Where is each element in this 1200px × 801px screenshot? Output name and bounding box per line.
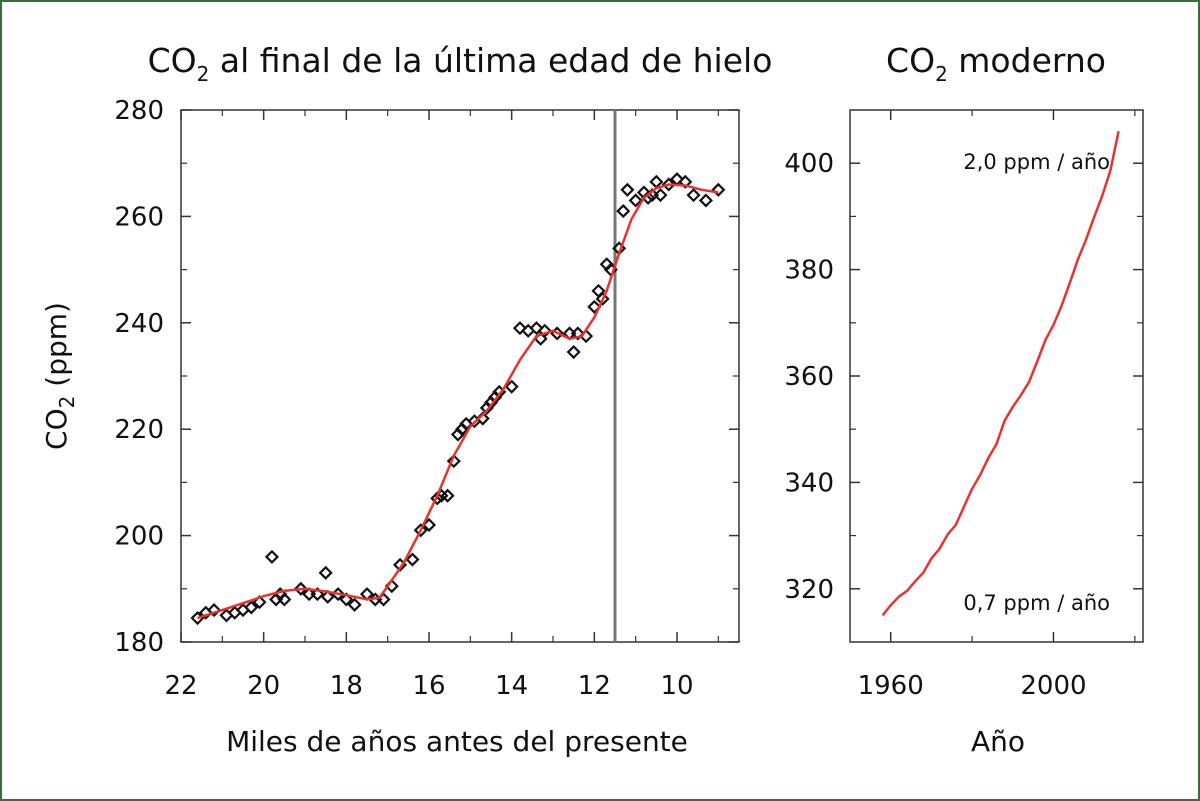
y-tick-label: 200 xyxy=(114,522,164,552)
data-point xyxy=(686,188,701,203)
x-tick-label: 14 xyxy=(495,671,528,701)
x-tick-label: 22 xyxy=(164,671,197,701)
x-tick-label: 12 xyxy=(578,671,611,701)
data-point xyxy=(678,174,693,189)
data-point xyxy=(628,193,643,208)
ice-age-fit-curve xyxy=(197,183,719,620)
data-point xyxy=(207,603,222,618)
data-point xyxy=(653,188,668,203)
ice-age-x-axis-label: Miles de años antes del presente xyxy=(226,725,688,758)
data-point xyxy=(318,565,333,580)
modern-tick-labels: 1960 2000 320 340 360 380 400 xyxy=(784,149,1086,701)
data-point xyxy=(512,321,527,336)
modern-ticks xyxy=(850,110,1143,642)
data-point xyxy=(595,291,610,306)
annotation-early-rate: 0,7 ppm / año xyxy=(963,591,1110,615)
data-point xyxy=(405,552,420,567)
y-tick-label: 320 xyxy=(784,575,834,605)
y-tick-label: 400 xyxy=(784,149,834,179)
y-tick-label: 340 xyxy=(784,468,834,498)
ice-age-y-axis-label: CO2 (ppm) xyxy=(40,302,79,450)
x-tick-label: 18 xyxy=(330,671,363,701)
data-point xyxy=(570,326,585,341)
data-point xyxy=(339,592,354,607)
ice-age-tick-labels: 22 20 18 16 14 12 10 180 200 220 240 260 280 xyxy=(114,96,693,701)
data-point xyxy=(320,589,335,604)
y-tick-label: 240 xyxy=(114,309,164,339)
data-point xyxy=(529,321,544,336)
y-tick-label: 180 xyxy=(114,628,164,658)
data-point xyxy=(244,600,259,615)
ice-age-chart: CO2 al final de la última edad de hielo … xyxy=(40,41,772,758)
modern-chart: CO2 moderno 1960 2000 320 340 360 380 400 2,0 … xyxy=(784,41,1144,758)
ice-age-ticks xyxy=(180,109,739,643)
data-point xyxy=(587,299,602,314)
modern-co2-line xyxy=(881,131,1120,617)
modern-chart-title: CO2 moderno xyxy=(886,41,1106,86)
modern-x-axis-label: Año xyxy=(971,725,1025,758)
data-point xyxy=(430,491,445,506)
data-point xyxy=(347,597,362,612)
x-tick-label: 2000 xyxy=(1020,671,1086,701)
ice-age-chart-title: CO2 al final de la última edad de hielo xyxy=(148,41,773,86)
data-point xyxy=(537,323,552,338)
data-point xyxy=(711,182,726,197)
data-point xyxy=(446,454,461,469)
y-tick-label: 220 xyxy=(114,415,164,445)
y-tick-label: 260 xyxy=(114,202,164,232)
data-point xyxy=(649,174,664,189)
x-tick-label: 20 xyxy=(247,671,280,701)
y-tick-label: 360 xyxy=(784,362,834,392)
y-tick-label: 280 xyxy=(114,96,164,126)
x-tick-label: 10 xyxy=(660,671,693,701)
annotation-recent-rate: 2,0 ppm / año xyxy=(963,150,1110,174)
ice-age-data-points xyxy=(190,172,726,626)
data-point xyxy=(504,379,519,394)
x-tick-label: 1960 xyxy=(858,671,924,701)
data-point xyxy=(252,595,267,610)
data-point xyxy=(413,523,428,538)
data-point xyxy=(620,182,635,197)
modern-plot-area xyxy=(849,109,1144,643)
data-point xyxy=(698,193,713,208)
data-point xyxy=(310,587,325,602)
y-tick-label: 380 xyxy=(784,256,834,286)
data-point xyxy=(293,581,308,596)
data-point xyxy=(661,177,676,192)
data-point xyxy=(277,592,292,607)
data-point xyxy=(440,488,455,503)
data-point xyxy=(616,204,631,219)
data-point xyxy=(264,549,279,564)
x-tick-label: 16 xyxy=(412,671,445,701)
data-point xyxy=(566,345,581,360)
